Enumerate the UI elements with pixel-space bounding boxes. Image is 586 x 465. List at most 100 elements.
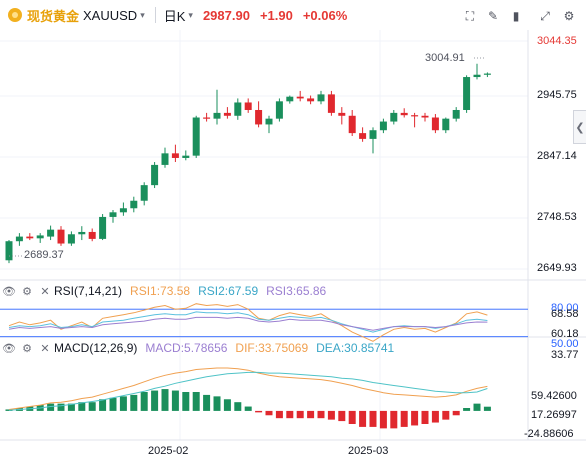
close-icon[interactable]: ✕ xyxy=(40,342,50,355)
macd-histogram-bar xyxy=(161,389,169,411)
macd-histogram-bar xyxy=(379,410,387,429)
gold-coin-icon xyxy=(8,8,22,22)
macd-histogram-bar xyxy=(78,402,86,411)
instrument-name[interactable]: 现货黄金 xyxy=(27,8,80,24)
candle-body xyxy=(15,236,23,242)
candle-body xyxy=(317,94,325,102)
candle-body xyxy=(463,77,471,110)
rsi2-line xyxy=(8,311,488,333)
price-change: +1.90 xyxy=(259,7,293,23)
candle-body xyxy=(57,229,65,244)
macd-histogram-bar xyxy=(421,410,429,424)
macd-histogram-bar xyxy=(359,410,367,427)
candle-body xyxy=(203,117,211,119)
candle-body xyxy=(223,112,231,116)
candle-body xyxy=(182,155,190,158)
macd-histogram-bar xyxy=(130,394,138,411)
settings-icon[interactable]: ⚙ xyxy=(563,9,575,23)
expand-icon[interactable]: ⤢ xyxy=(540,8,550,23)
macd-histogram-bar xyxy=(307,410,315,419)
dea-value: DEA:30.85741 xyxy=(316,341,395,355)
collapse-panel-button[interactable]: ❮ xyxy=(573,110,586,144)
period-chevron-down-icon[interactable]: ▾ xyxy=(188,9,193,20)
period-selector[interactable]: 日K xyxy=(163,8,186,24)
dif-value: DIF:33.75069 xyxy=(235,341,309,355)
candle-body xyxy=(244,102,252,110)
fullscreen-icon[interactable]: ⛶ xyxy=(465,8,475,23)
candle-body xyxy=(421,115,429,118)
chevron-down-icon[interactable]: ▾ xyxy=(140,9,145,20)
macd-histogram-bar xyxy=(119,396,127,411)
candle-body xyxy=(47,229,55,237)
macd-histogram-bar xyxy=(348,410,356,424)
close-icon[interactable]: ✕ xyxy=(40,285,50,298)
candle-body xyxy=(140,185,148,201)
macd-histogram-bar xyxy=(47,403,55,411)
price-axis-label: 2649.93 xyxy=(537,262,577,274)
macd-histogram-bar xyxy=(442,410,450,420)
candle-body xyxy=(234,102,242,116)
rsi-axis-label: 50.00 xyxy=(551,338,579,350)
last-price: 2987.90 xyxy=(202,7,250,23)
time-axis-label: 2025-03 xyxy=(348,445,389,457)
low-annotation: 2689.37 xyxy=(24,249,64,261)
macd-histogram-bar xyxy=(369,410,377,427)
rsi1-value: RSI1:73.58 xyxy=(130,284,191,298)
candle-body xyxy=(390,112,398,122)
indicator-settings-icon[interactable]: ⚙ xyxy=(22,342,32,355)
rsi3-line xyxy=(8,316,488,331)
macd-histogram-bar xyxy=(151,390,159,411)
rsi3-value: RSI3:65.86 xyxy=(266,284,327,298)
macd-histogram-bar xyxy=(244,406,252,411)
macd-series xyxy=(5,367,491,429)
candle-body xyxy=(5,241,13,261)
candle-body xyxy=(483,73,491,75)
candle-body xyxy=(338,112,346,116)
candles-icon[interactable]: ▮ xyxy=(512,9,520,23)
macd-histogram-bar xyxy=(296,410,304,419)
candlestick-series xyxy=(5,57,491,264)
candle-body xyxy=(109,212,117,217)
instrument-symbol[interactable]: XAUUSD xyxy=(83,7,138,23)
macd-axis-label: -24.88606 xyxy=(524,428,574,440)
candle-body xyxy=(151,164,159,186)
macd-histogram-bar xyxy=(265,410,273,416)
time-axis-label: 2025-02 xyxy=(148,445,189,457)
macd-histogram-bar xyxy=(255,410,263,413)
macd-histogram-bar xyxy=(171,390,179,411)
candle-body xyxy=(275,101,283,119)
macd-axis-label: 17.26997 xyxy=(531,409,577,421)
macd-histogram-bar xyxy=(473,403,481,411)
candle-body xyxy=(88,231,96,239)
indicator-settings-icon[interactable]: ⚙ xyxy=(22,285,32,298)
macd-histogram-bar xyxy=(192,392,200,411)
hide-eye-icon[interactable]: 👁 xyxy=(2,342,16,355)
dea-line xyxy=(8,371,488,411)
macd-histogram-bar xyxy=(99,399,107,411)
candle-body xyxy=(265,118,273,125)
macd-histogram-bar xyxy=(431,410,439,423)
candle-body xyxy=(67,234,75,244)
macd-label: MACD(12,26,9) xyxy=(54,341,138,355)
candle-body xyxy=(400,112,408,116)
candle-body xyxy=(327,94,335,113)
candle-body xyxy=(411,115,419,117)
candle-body xyxy=(369,130,377,139)
candle-body xyxy=(452,109,460,119)
candle-body xyxy=(99,216,107,239)
hide-eye-icon[interactable]: 👁 xyxy=(2,285,16,298)
macd-histogram-bar xyxy=(463,408,471,411)
rsi-axis-label: 80.00 xyxy=(551,302,579,314)
rsi2-value: RSI2:67.59 xyxy=(198,284,259,298)
dif-line xyxy=(8,367,488,410)
macd-histogram-bar xyxy=(452,410,460,416)
candle-body xyxy=(161,153,169,165)
macd-histogram-bar xyxy=(317,410,325,419)
candle-body xyxy=(171,153,179,158)
candle-body xyxy=(473,74,481,78)
pencil-icon[interactable]: ✎ xyxy=(487,9,499,23)
candle-body xyxy=(307,98,315,102)
rsi-axis-label: 60.18 xyxy=(551,328,579,340)
macd-histogram-bar xyxy=(140,392,148,411)
